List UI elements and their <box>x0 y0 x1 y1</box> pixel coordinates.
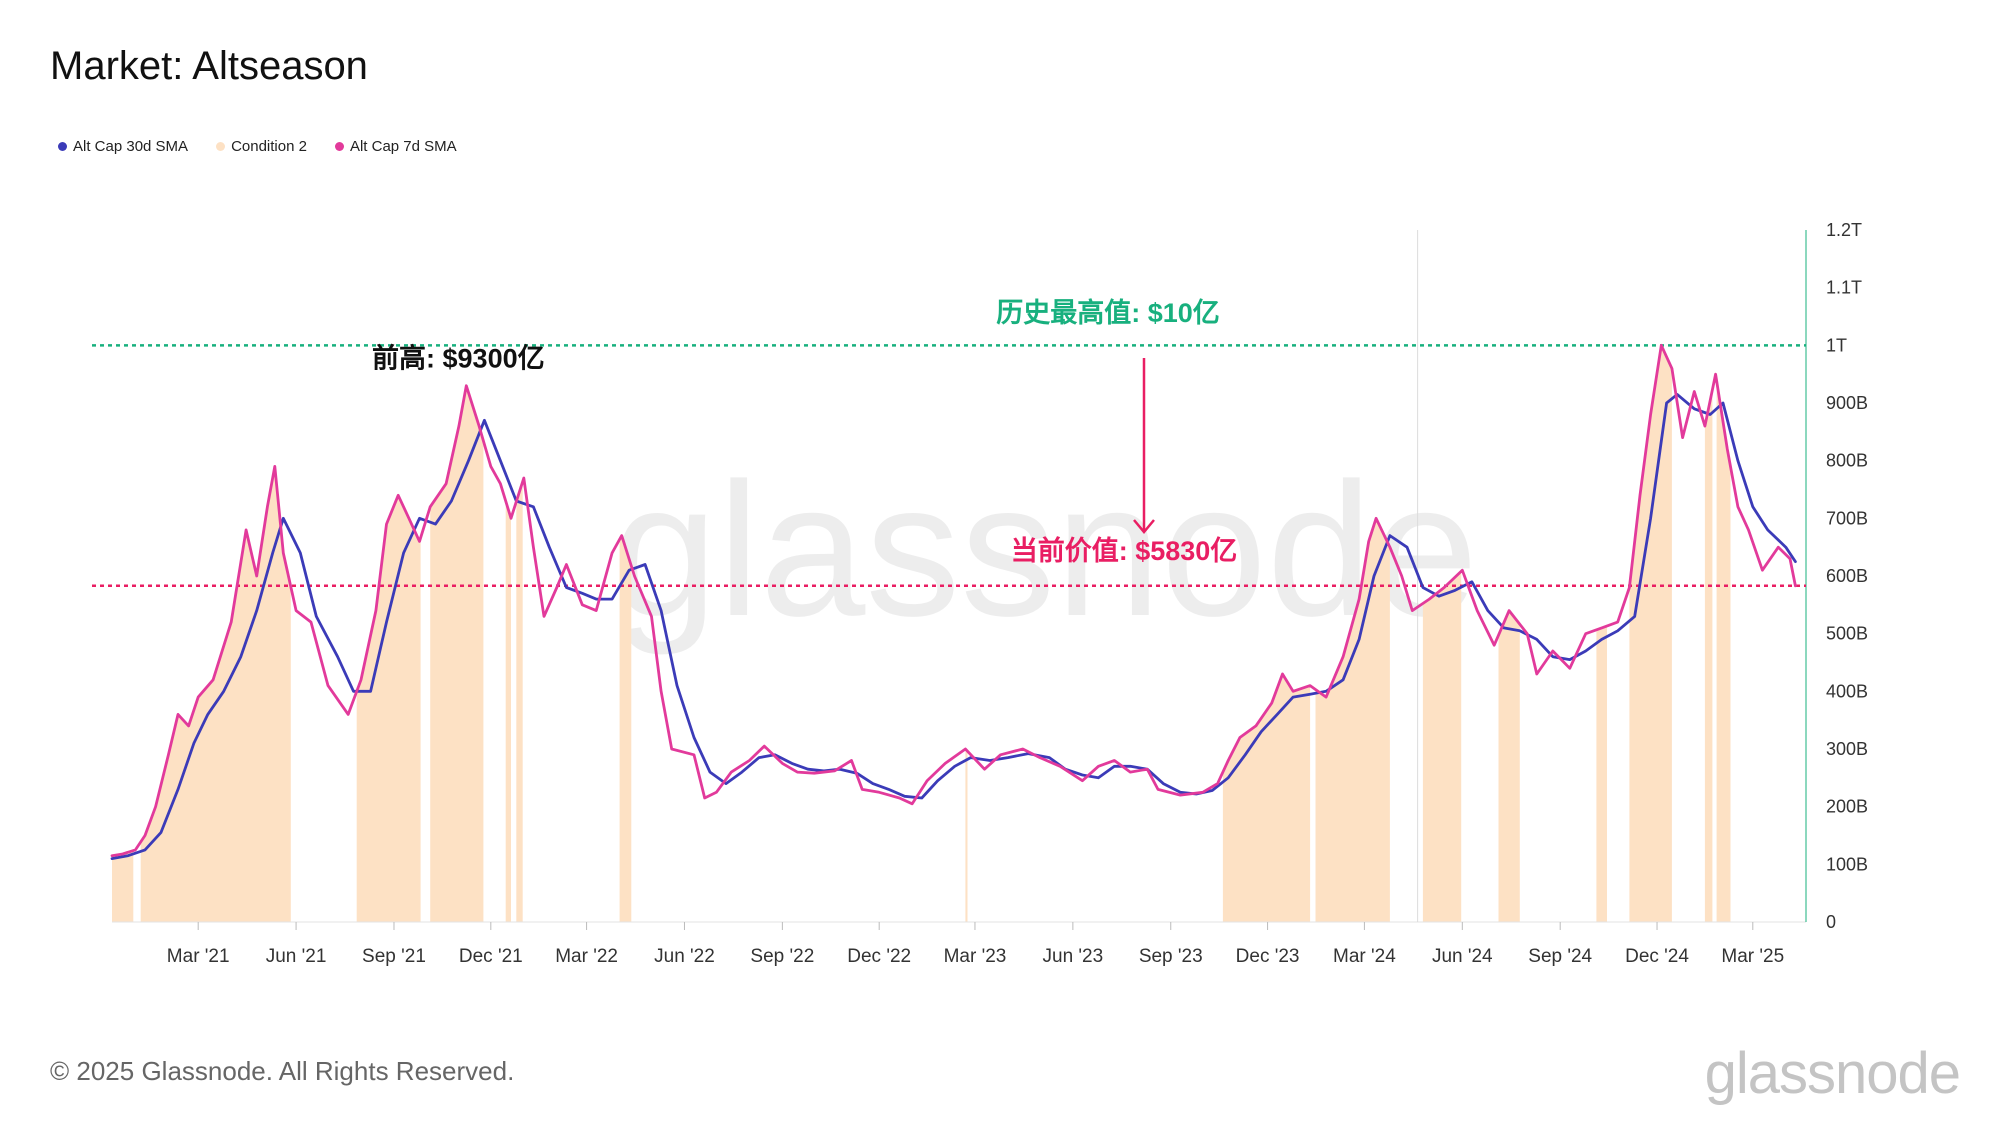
legend-label-7d-sma: Alt Cap 7d SMA <box>349 138 457 155</box>
x-tick-label: Dec '22 <box>847 946 911 967</box>
x-tick-label: Dec '21 <box>459 946 523 967</box>
condition-2-band <box>1716 381 1731 922</box>
condition-2-band <box>516 481 523 922</box>
legend-dot-7d-sma <box>334 142 344 151</box>
x-tick-label: Jun '21 <box>266 946 327 967</box>
ath-label: 历史最高值: $10亿 <box>996 297 1220 328</box>
reference-lines <box>92 344 1806 588</box>
alt-cap-7d-sma-line <box>110 343 1797 858</box>
legend-dot-condition-2 <box>216 142 226 151</box>
x-tick-label: Mar '24 <box>1333 946 1396 967</box>
axes: Mar '21 Jun '21 Sep '21 Dec '21 Mar '22 Jun '… <box>112 220 1868 967</box>
x-tick-label: Dec '23 <box>1236 946 1300 967</box>
condition-2-band <box>619 535 632 922</box>
condition-2-band <box>505 501 511 922</box>
x-tick-label: Mar '21 <box>167 946 230 967</box>
x-tick-label: Jun '23 <box>1043 946 1104 967</box>
alt-cap-30d-sma-line <box>110 393 1797 860</box>
x-tick-label: Mar '25 <box>1721 946 1784 967</box>
condition-2-bands <box>112 345 1731 922</box>
condition-2-band <box>1704 389 1713 922</box>
previous-high-label: 前高: $9300亿 <box>372 343 545 374</box>
x-tick-label: Jun '22 <box>654 946 715 967</box>
y-tick-label: 400B <box>1826 681 1868 701</box>
x-tick-label: Mar '22 <box>555 946 618 967</box>
y-tick-label: 900B <box>1826 393 1868 413</box>
condition-2-band <box>1315 518 1390 922</box>
watermark: glassnode <box>612 444 1478 656</box>
x-tick-label: Sep '21 <box>362 946 426 967</box>
condition-2-band <box>1629 345 1672 922</box>
y-tick-label: 0 <box>1826 912 1836 932</box>
condition-2-band <box>356 495 421 922</box>
copyright-footer: © 2025 Glassnode. All Rights Reserved. <box>50 1056 515 1086</box>
y-tick-label: 300B <box>1826 739 1868 759</box>
x-tick-label: Sep '24 <box>1528 946 1592 967</box>
condition-2-band <box>1422 571 1462 922</box>
arrow-head <box>1133 519 1155 534</box>
legend: Alt Cap 30d SMA Condition 2 Alt Cap 7d S… <box>58 138 457 155</box>
legend-label-condition-2: Condition 2 <box>231 138 307 155</box>
condition-2-band <box>112 850 134 922</box>
y-tick-label: 100B <box>1826 854 1868 874</box>
legend-item-7d-sma[interactable]: Alt Cap 7d SMA <box>334 138 457 155</box>
series-lines <box>110 343 1797 860</box>
condition-2-band <box>965 749 968 922</box>
condition-2-band <box>1596 626 1607 922</box>
x-tick-label: Sep '22 <box>750 946 814 967</box>
y-tick-label: 700B <box>1826 508 1868 528</box>
y-tick-label: 600B <box>1826 566 1868 586</box>
legend-dot-30d-sma <box>58 142 67 151</box>
legend-label-30d-sma: Alt Cap 30d SMA <box>73 138 189 155</box>
legend-item-condition-2[interactable]: Condition 2 <box>216 138 307 155</box>
x-tick-label: Jun '24 <box>1432 946 1493 967</box>
y-tick-label: 500B <box>1826 624 1868 644</box>
current-value-label: 当前价值: $5830亿 <box>1011 535 1238 566</box>
y-tick-label: 1.2T <box>1826 220 1862 240</box>
condition-2-band <box>140 466 291 922</box>
y-tick-label: 800B <box>1826 451 1868 471</box>
y-tick-label: 200B <box>1826 797 1868 817</box>
condition-2-band <box>1498 610 1520 922</box>
y-tick-label: 1.1T <box>1826 278 1862 298</box>
y-tick-label: 1T <box>1826 335 1847 355</box>
x-tick-label: Dec '24 <box>1625 946 1689 967</box>
x-tick-label: Mar '23 <box>944 946 1007 967</box>
x-tick-label: Sep '23 <box>1139 946 1203 967</box>
legend-item-30d-sma[interactable]: Alt Cap 30d SMA <box>58 138 188 155</box>
condition-2-band <box>430 385 484 922</box>
chart-title: Market: Altseason <box>50 44 368 88</box>
condition-2-band <box>1222 674 1311 922</box>
brand-logo: glassnode <box>1704 1041 1961 1106</box>
